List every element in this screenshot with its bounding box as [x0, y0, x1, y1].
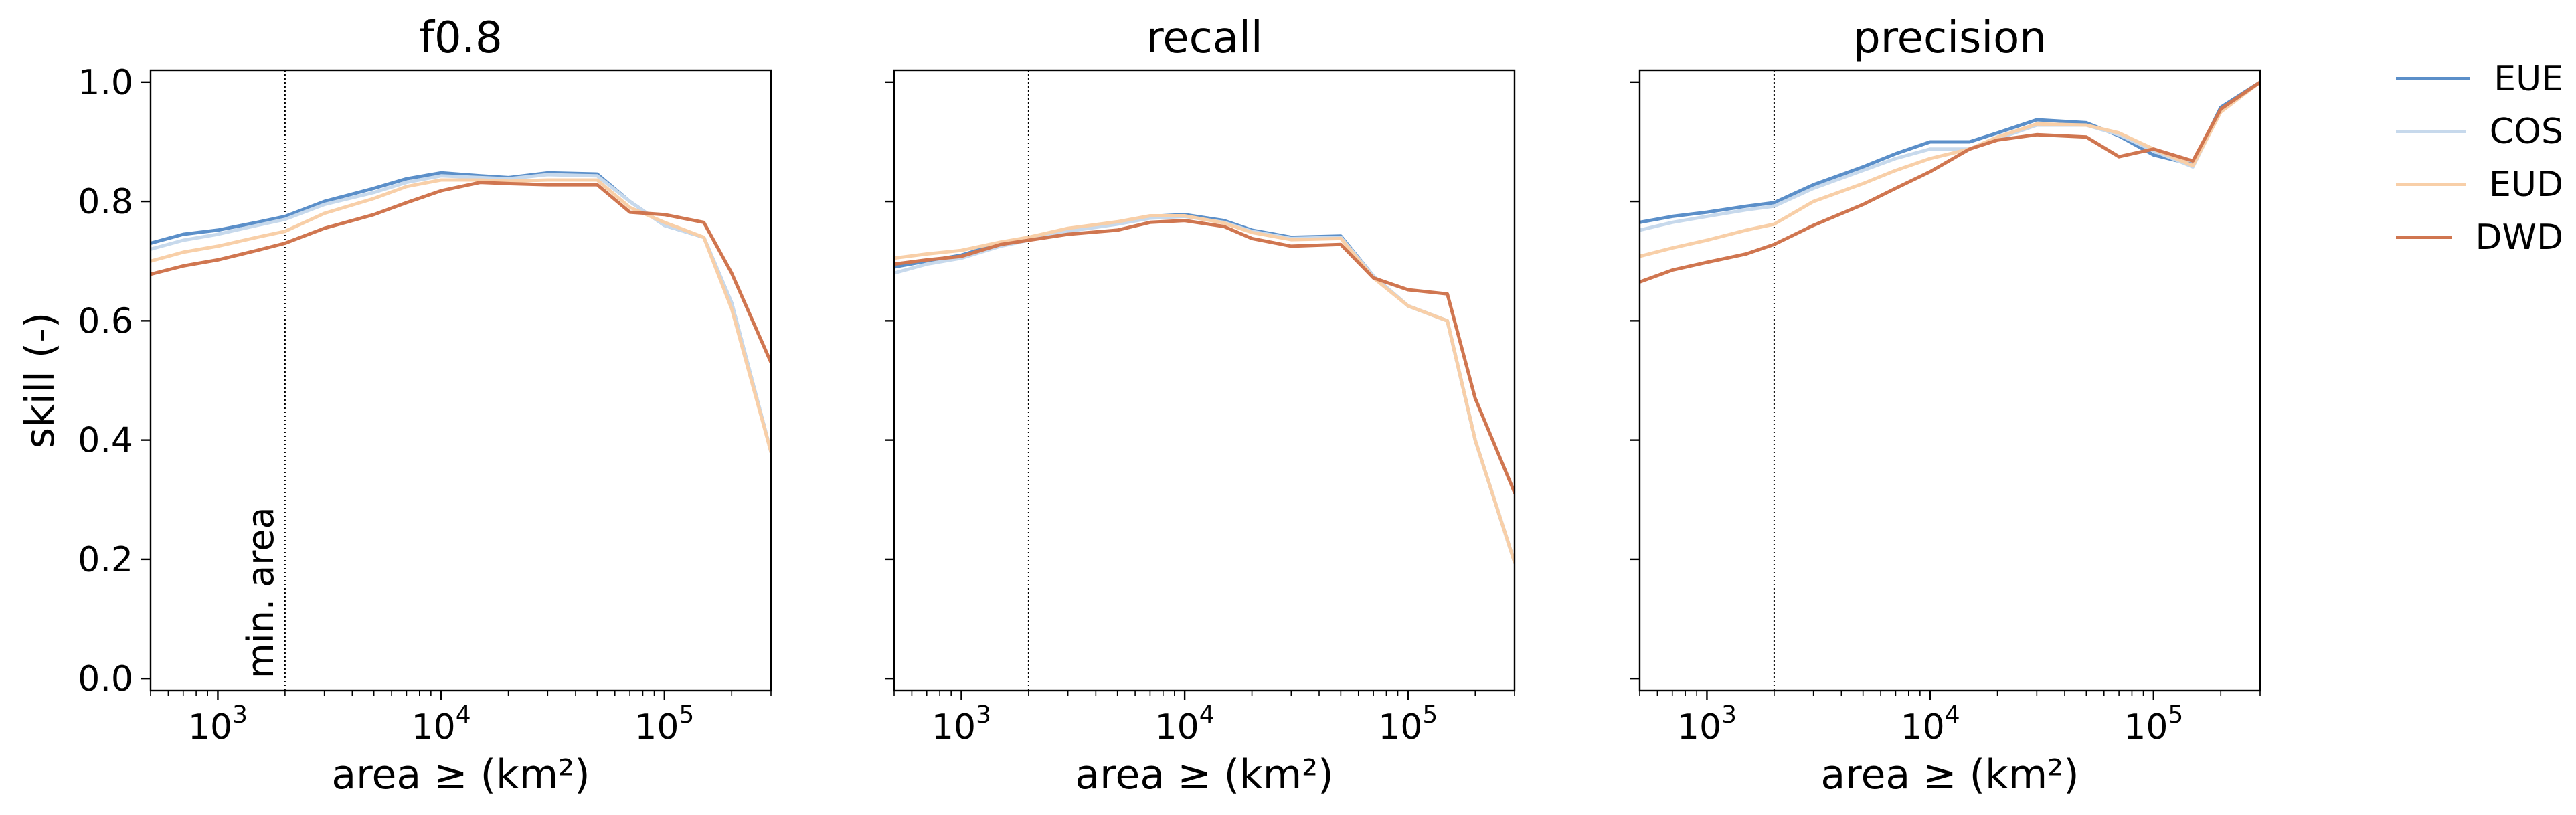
y-tick-label: 0.0: [78, 659, 133, 699]
series-lines: [894, 213, 1515, 564]
x-tick-exponent: 3: [1721, 701, 1737, 729]
legend-swatch-eud: [2396, 183, 2466, 186]
legend-item-eue: EUE: [2396, 52, 2563, 105]
y-tick-label: 1.0: [78, 63, 133, 103]
panel-title: precision: [1853, 13, 2047, 63]
x-tick-exponent: 5: [2168, 701, 2183, 729]
x-tick-label: 103: [1677, 701, 1737, 747]
series-lines: [1640, 80, 2260, 284]
y-tick-label: 0.4: [78, 421, 133, 461]
panel-title: f0.8: [419, 13, 502, 63]
series-lines: [151, 171, 771, 454]
legend-swatch-eue: [2396, 77, 2471, 80]
x-tick-exponent: 4: [456, 701, 471, 729]
y-axis-label: skill (-): [17, 312, 64, 449]
x-tick-exponent: 5: [1422, 701, 1438, 729]
x-tick-label: 103: [932, 701, 991, 747]
x-tick-exponent: 5: [679, 701, 694, 729]
x-tick-label: 105: [2124, 701, 2183, 747]
series-line-cos: [151, 173, 771, 454]
x-tick-label: 104: [1901, 701, 1960, 747]
plot-frame: [149, 69, 772, 692]
series-line-cos: [894, 214, 1515, 564]
min-area-label: min. area: [240, 507, 282, 678]
y-tick-label: 0.6: [78, 301, 133, 341]
series-line-eue: [894, 213, 1515, 564]
series-line-eue: [1640, 80, 2260, 224]
panel-recall: recall 103 104 105 area ≥ (km²): [885, 13, 1516, 798]
series-line-dwd: [894, 219, 1515, 494]
legend-item-eud: EUD: [2396, 158, 2563, 211]
legend-swatch-cos: [2396, 130, 2466, 133]
x-tick-label: 105: [634, 701, 694, 747]
x-axis-label: area ≥ (km²): [1075, 751, 1333, 798]
x-tick-exponent: 4: [1199, 701, 1215, 729]
x-axis-label: area ≥ (km²): [331, 751, 590, 798]
series-line-dwd: [151, 181, 771, 365]
x-tick-label: 103: [188, 701, 248, 747]
x-tick-exponent: 3: [976, 701, 991, 729]
series-line-dwd: [1640, 80, 2260, 284]
legend-item-cos: COS: [2396, 105, 2563, 158]
series-line-eue: [151, 171, 771, 454]
legend-item-dwd: DWD: [2396, 211, 2563, 264]
series-line-eud: [151, 178, 771, 454]
plot-frame: [893, 69, 1516, 692]
legend-label-cos: COS: [2489, 111, 2563, 152]
x-axis-label: area ≥ (km²): [1820, 751, 2079, 798]
y-tick-label: 0.2: [78, 540, 133, 580]
series-line-eud: [1640, 80, 2260, 258]
series-line-eud: [894, 214, 1515, 564]
legend: EUE COS EUD DWD: [2396, 52, 2563, 264]
x-tick-exponent: 4: [1945, 701, 1960, 729]
plot-frame: [1638, 69, 2261, 692]
legend-swatch-dwd: [2396, 236, 2452, 239]
legend-label-eud: EUD: [2489, 164, 2563, 205]
legend-label-eue: EUE: [2494, 58, 2563, 99]
y-tick-label: 0.8: [78, 182, 133, 222]
panel-f0-8: f0.8 0.0 0.2 0.4 0.6 0.8 1.0 103 104 105 area ≥ (k…: [78, 13, 772, 798]
x-tick-label: 104: [412, 701, 471, 747]
legend-label-dwd: DWD: [2475, 217, 2564, 258]
panel-title: recall: [1146, 13, 1262, 63]
x-tick-exponent: 3: [232, 701, 248, 729]
panel-precision: precision 103 104 105 area ≥ (km²): [1630, 13, 2261, 798]
x-tick-label: 105: [1378, 701, 1438, 747]
x-tick-label: 104: [1155, 701, 1215, 747]
